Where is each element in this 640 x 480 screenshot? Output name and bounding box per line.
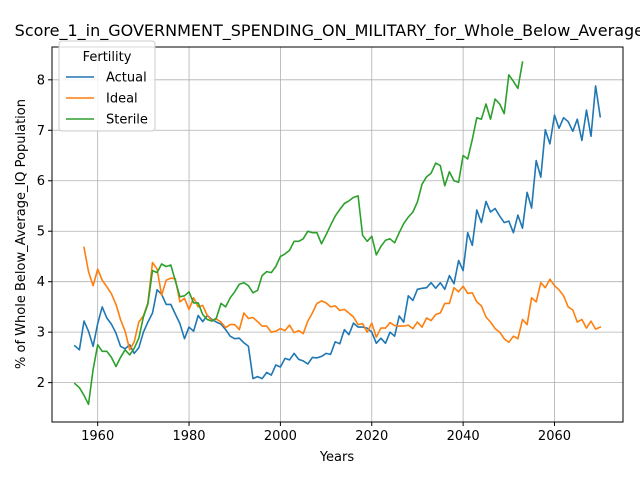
x-tick-label: 2040: [447, 429, 480, 444]
x-tick-label: 1960: [81, 429, 114, 444]
chart-title: Score_1_in_GOVERNMENT_SPENDING_ON_MILITA…: [15, 21, 640, 41]
legend-label-ideal: Ideal: [106, 92, 138, 107]
series-line-sterile: [73, 61, 524, 406]
y-tick-label: 5: [37, 225, 45, 240]
plot-frame: [51, 46, 624, 423]
legend-entries: Actual Ideal Sterile: [66, 71, 148, 128]
grid: [52, 47, 623, 422]
y-tick-label: 3: [37, 326, 45, 341]
x-tick-label: 2060: [538, 429, 571, 444]
legend-label-sterile: Sterile: [106, 113, 148, 128]
x-tick-label: 2020: [355, 429, 388, 444]
y-axis-label: % of Whole Below_Average_IQ Population: [14, 99, 29, 369]
legend-title: Fertility: [83, 50, 132, 65]
legend-box: [58, 40, 156, 132]
series-line-ideal: [83, 246, 602, 351]
series-line-actual: [73, 85, 602, 380]
y-tick-label: 8: [37, 73, 45, 88]
x-axis-label: Years: [319, 450, 355, 465]
x-tick-label: 2000: [264, 429, 297, 444]
y-tick-label: 2: [37, 376, 45, 391]
x-axis: 1960 1980 2000 2020 2040 2060: [81, 422, 571, 444]
y-tick-label: 4: [37, 275, 45, 290]
y-tick-label: 7: [37, 124, 45, 139]
y-tick-label: 6: [37, 174, 45, 189]
legend-label-actual: Actual: [106, 71, 147, 86]
y-axis: 2 3 4 5 6 7 8: [37, 73, 52, 391]
series-layer: [73, 61, 602, 406]
legend: Fertility Actual Ideal Sterile: [58, 40, 156, 132]
x-tick-label: 1980: [172, 429, 205, 444]
